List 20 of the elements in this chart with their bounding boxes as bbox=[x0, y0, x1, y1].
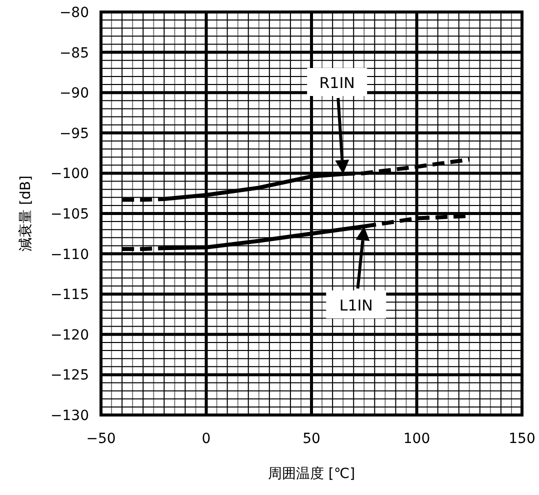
y-tick-label: −90 bbox=[59, 86, 89, 102]
x-tick-label: 100 bbox=[403, 431, 430, 447]
x-tick-label: −50 bbox=[86, 431, 116, 447]
y-tick-label: −85 bbox=[59, 45, 89, 62]
y-tick-label: −80 bbox=[59, 5, 89, 21]
y-axis-title: 減衰量 [dB] bbox=[18, 176, 34, 252]
x-tick-label: 0 bbox=[202, 431, 211, 447]
y-tick-label: −110 bbox=[50, 246, 89, 263]
y-tick-label: −100 bbox=[50, 166, 89, 182]
y-tick-label: −120 bbox=[50, 327, 89, 344]
annotation: R1IN bbox=[319, 74, 355, 92]
y-tick-label: −125 bbox=[50, 368, 89, 384]
annotation: L1IN bbox=[339, 296, 373, 314]
y-tick-label: −105 bbox=[50, 206, 89, 222]
y-tick-label: −130 bbox=[50, 408, 89, 424]
x-tick-label: 150 bbox=[508, 431, 536, 447]
y-tick-label: −115 bbox=[50, 287, 89, 304]
y-tick-label: −95 bbox=[59, 126, 89, 142]
x-axis-title: 周囲温度 [℃] bbox=[268, 466, 356, 482]
x-tick-label: 50 bbox=[302, 431, 320, 447]
